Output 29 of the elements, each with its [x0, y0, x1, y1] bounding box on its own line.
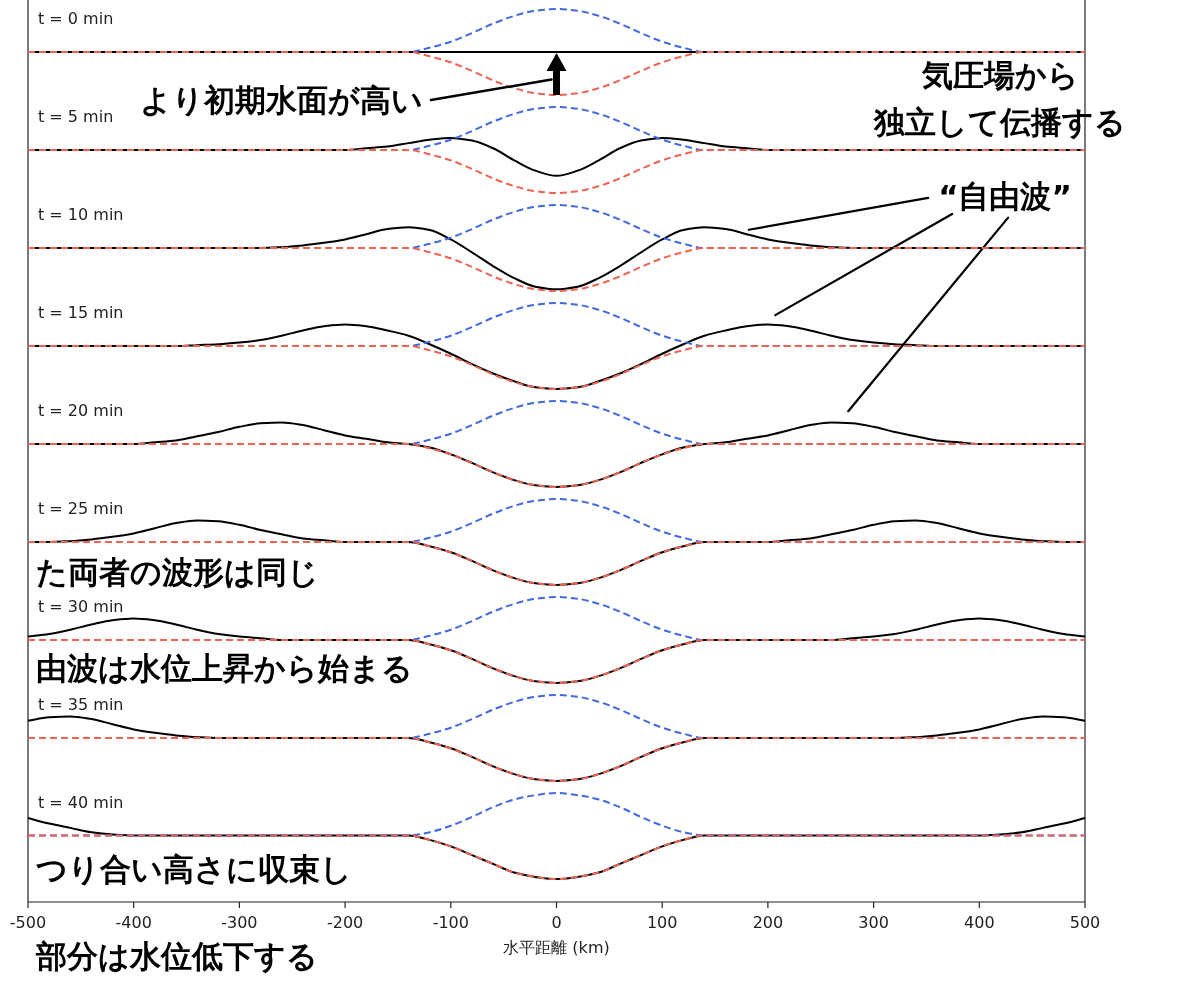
x-tick-label: 500 [1069, 912, 1101, 932]
annotation: た両者の波形は同じ [36, 554, 319, 590]
panel-title: t = 5 min [38, 106, 114, 126]
x-tick-label: 400 [964, 912, 995, 932]
annotation: 独立して伝播する [874, 104, 1126, 140]
annotation: つり合い高さに収束し [36, 851, 352, 887]
x-tick-label: -100 [432, 912, 469, 932]
x-axis-title: 水平距離 (km) [503, 937, 610, 957]
panel-title: t = 10 min [38, 204, 124, 224]
x-tick-label: -200 [326, 912, 364, 932]
panel-title: t = 15 min [38, 302, 124, 322]
panel-title: t = 30 min [38, 596, 124, 616]
x-tick-label: 300 [858, 912, 889, 932]
annotation: 気圧場から [921, 57, 1079, 93]
annotation: 部分は水位低下する [36, 938, 318, 974]
panel-title: t = 35 min [38, 694, 124, 714]
annotation: より初期水面が高い [140, 82, 423, 118]
x-tick-label: -400 [115, 912, 152, 932]
panel-title: t = 20 min [38, 400, 124, 420]
panel-title: t = 25 min [38, 498, 124, 518]
x-tick-label: -300 [221, 912, 258, 932]
x-tick-label: 100 [646, 912, 678, 932]
x-tick-label: 0 [551, 912, 562, 932]
panel-title: t = 0 min [38, 8, 114, 28]
panel-title: t = 40 min [38, 792, 124, 812]
annotation: “自由波” [938, 178, 1072, 214]
annotation: 由波は水位上昇から始まる [36, 650, 413, 686]
x-tick-label: 200 [752, 912, 784, 932]
x-tick-label: -500 [9, 912, 47, 932]
